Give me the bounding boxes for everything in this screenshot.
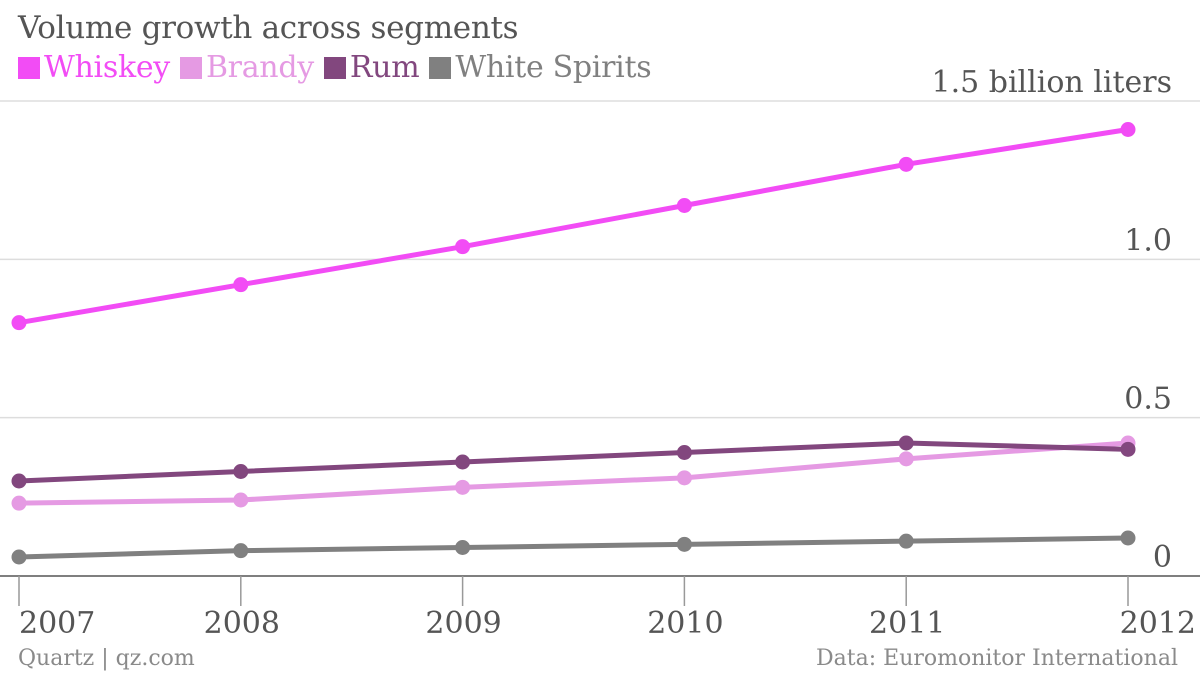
grid-lines xyxy=(0,100,1200,419)
x-tick-label: 2011 xyxy=(869,606,945,641)
legend-label: White Spirits xyxy=(455,50,652,85)
x-tick-label: 2007 xyxy=(19,606,95,641)
footer-source: Quartz | qz.com xyxy=(18,646,195,671)
data-point-brandy xyxy=(11,495,27,511)
x-tick-label: 2012 xyxy=(1120,606,1196,641)
x-tick-label: 2009 xyxy=(425,606,501,641)
series-white-spirits xyxy=(11,530,1136,565)
legend-swatch xyxy=(323,56,346,79)
series-rum xyxy=(11,435,1136,489)
data-point-whiskey xyxy=(233,277,249,293)
legend-label: Whiskey xyxy=(44,50,170,85)
legend-label: Rum xyxy=(349,50,420,85)
legend-item-rum: Rum xyxy=(323,50,420,85)
data-point-rum xyxy=(676,445,692,460)
legend-swatch xyxy=(179,56,202,79)
series-whiskey xyxy=(11,122,1136,331)
series-brandy xyxy=(11,435,1136,511)
data-point-brandy xyxy=(676,470,692,486)
legend: Whiskey Brandy Rum White Spirits xyxy=(18,50,661,85)
data-point-rum xyxy=(1120,441,1136,457)
data-point-rum xyxy=(11,473,27,489)
legend-swatch xyxy=(429,56,452,79)
data-point-whiskey xyxy=(676,198,692,213)
data-point-white-spirits xyxy=(11,549,27,565)
data-point-white-spirits xyxy=(455,540,471,555)
chart-title: Volume growth across segments xyxy=(18,10,519,46)
series-line-rum xyxy=(16,440,1131,484)
y-tick-label: 0 xyxy=(1153,540,1172,575)
x-axis: 2007 2008 2009 2010 2011 2012 xyxy=(0,575,1200,641)
legend-item-white-spirits: White Spirits xyxy=(429,50,652,85)
x-tick-label: 2008 xyxy=(204,606,280,641)
legend-item-brandy: Brandy xyxy=(179,50,314,85)
data-point-white-spirits xyxy=(1120,530,1136,546)
x-tick-label: 2010 xyxy=(647,606,723,641)
legend-swatch xyxy=(18,56,40,79)
data-point-white-spirits xyxy=(898,533,914,549)
y-axis-labels: 0 0.5 1.0 1.5 billion liters xyxy=(932,65,1172,575)
data-point-whiskey xyxy=(898,156,914,172)
data-point-white-spirits xyxy=(233,543,249,559)
series-line-white-spirits xyxy=(16,535,1131,560)
legend-label: Brandy xyxy=(205,50,314,85)
footer-data-credit: Data: Euromonitor International xyxy=(816,646,1178,671)
data-point-brandy xyxy=(898,451,914,467)
data-point-white-spirits xyxy=(676,536,692,552)
data-point-rum xyxy=(898,435,914,451)
legend-item-whiskey: Whiskey xyxy=(18,50,170,85)
series-layer xyxy=(11,122,1136,565)
data-point-brandy xyxy=(455,479,471,495)
data-point-brandy xyxy=(233,492,249,508)
data-point-whiskey xyxy=(1120,122,1136,137)
data-point-rum xyxy=(233,464,249,479)
data-point-whiskey xyxy=(455,239,471,255)
series-line-whiskey xyxy=(16,127,1131,326)
data-point-rum xyxy=(455,454,471,470)
y-tick-label: 0.5 xyxy=(1124,382,1172,417)
y-tick-label: 1.5 billion liters xyxy=(932,65,1172,100)
y-tick-label: 1.0 xyxy=(1124,223,1172,258)
data-point-whiskey xyxy=(11,315,27,331)
series-line-brandy xyxy=(16,440,1131,506)
